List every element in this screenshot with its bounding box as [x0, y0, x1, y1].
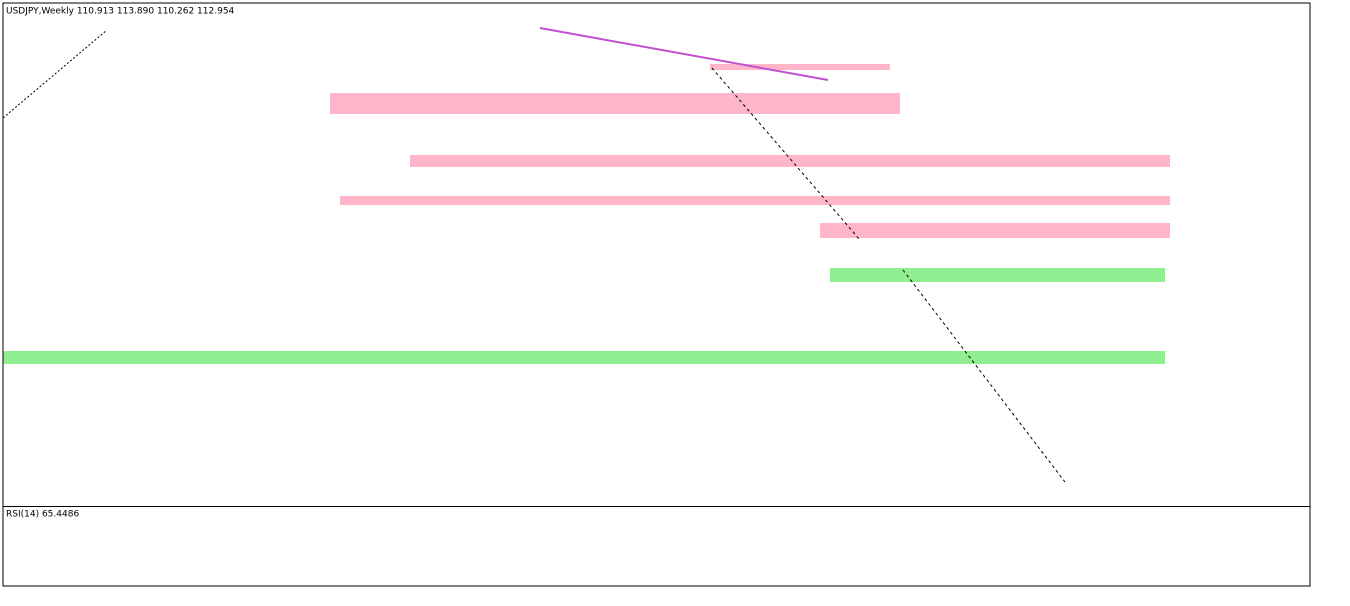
resistance-zone [710, 64, 890, 70]
resistance-zone [820, 223, 1170, 238]
resistance-zone [330, 93, 900, 114]
support-zone [3, 351, 1165, 364]
plot-frame [2, 2, 1311, 587]
trendlines [2, 27, 1066, 483]
chart-title: USDJPY,Weekly 110.913 113.890 110.262 11… [6, 7, 235, 17]
resistance-zone [410, 155, 1170, 167]
trendline [711, 67, 861, 241]
trendline [539, 27, 829, 81]
trendline [2, 29, 108, 119]
trendline [902, 269, 1066, 483]
rsi-title: RSI(14) 65.4486 [6, 510, 79, 520]
support-zone [830, 268, 1165, 282]
zones [3, 64, 1170, 364]
frame [2, 2, 1311, 587]
resistance-zone [340, 196, 1170, 205]
